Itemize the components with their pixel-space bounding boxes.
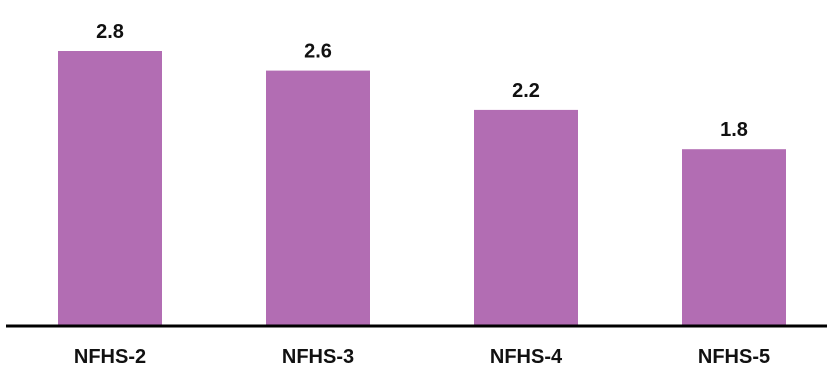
value-label-nfhs-4: 2.2 xyxy=(512,80,540,102)
value-label-nfhs-2: 2.8 xyxy=(96,21,124,43)
bar-nfhs-5 xyxy=(682,149,786,326)
bar-nfhs-3 xyxy=(266,70,370,326)
value-label-nfhs-3: 2.6 xyxy=(304,41,332,63)
bar-nfhs-2 xyxy=(58,51,162,326)
tick-label-nfhs-4: NFHS-4 xyxy=(490,346,563,368)
bars-group xyxy=(58,51,786,327)
value-label-nfhs-5: 1.8 xyxy=(720,119,748,141)
value-labels-group: 2.8 2.6 2.2 1.8 xyxy=(96,21,748,141)
x-axis-tick-labels: NFHS-2 NFHS-3 NFHS-4 NFHS-5 xyxy=(74,346,770,368)
tick-label-nfhs-3: NFHS-3 xyxy=(282,346,354,368)
tick-label-nfhs-5: NFHS-5 xyxy=(698,346,770,368)
bar-nfhs-4 xyxy=(474,109,578,327)
tick-label-nfhs-2: NFHS-2 xyxy=(74,346,146,368)
